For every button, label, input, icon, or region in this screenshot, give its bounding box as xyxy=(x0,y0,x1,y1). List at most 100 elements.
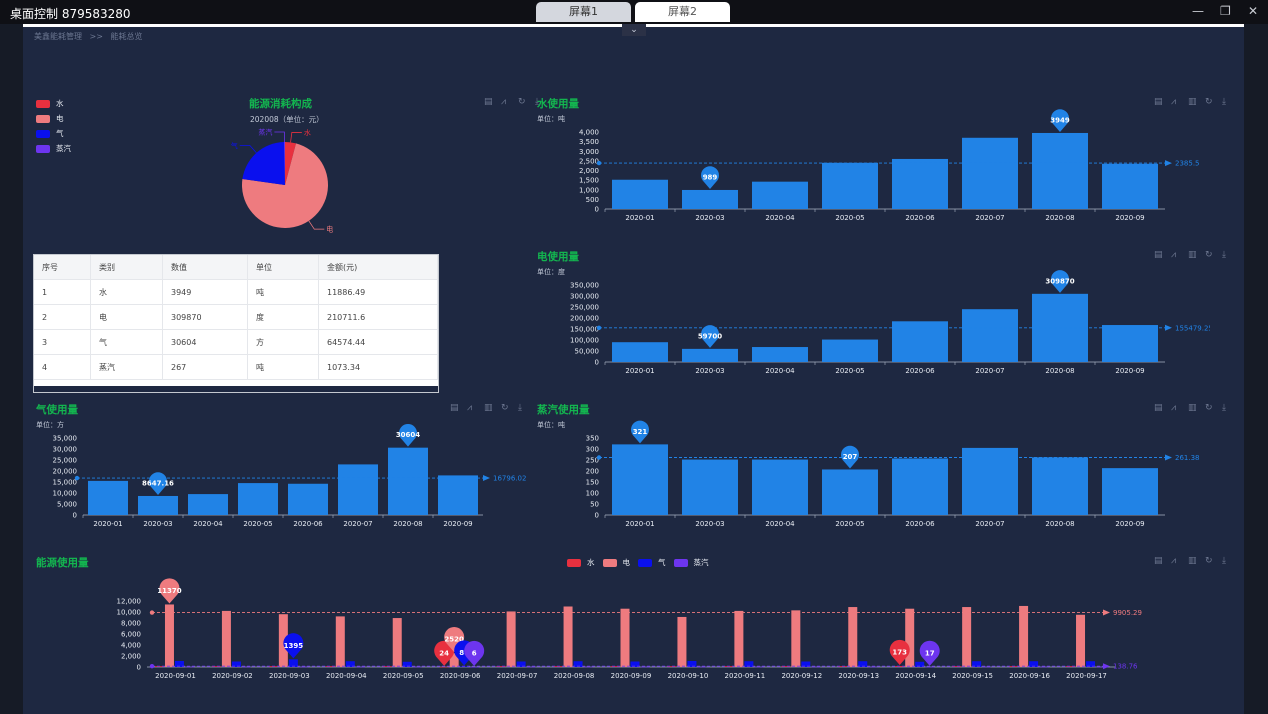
table-row[interactable]: 3 气 30604 方 64574.44 xyxy=(34,329,438,355)
line-chart-icon[interactable]: ⩘ xyxy=(1171,97,1183,107)
bar-water xyxy=(667,666,677,667)
electricity-chart-unit: 单位：度 xyxy=(537,268,565,276)
tab-screen-1[interactable]: 屏幕1 xyxy=(536,2,631,22)
table-cell: 吨 xyxy=(247,354,319,380)
minimize-icon[interactable]: — xyxy=(1192,4,1204,18)
refresh-icon[interactable]: ↻ xyxy=(1205,403,1219,413)
bar-chart-icon[interactable]: ▥ xyxy=(484,403,499,413)
breadcrumb-root[interactable]: 美鑫能耗管理 xyxy=(34,32,82,41)
download-icon[interactable]: ⤓ xyxy=(518,403,528,413)
maximize-icon[interactable]: ❐ xyxy=(1220,4,1231,18)
bar xyxy=(138,495,178,515)
y-tick-label: 250 xyxy=(586,457,599,465)
data-view-icon[interactable]: ▤ xyxy=(484,97,499,107)
table-cell: 气 xyxy=(90,329,163,355)
legend-item-water[interactable]: 水 xyxy=(36,96,71,111)
legend-item-gas[interactable]: 气 xyxy=(36,126,71,141)
y-tick-label: 0 xyxy=(137,664,141,672)
bar xyxy=(752,181,808,209)
column-header: 单位 xyxy=(247,255,319,280)
download-icon[interactable]: ⤓ xyxy=(535,97,545,107)
bar-electricity xyxy=(734,610,744,667)
legend-item-electricity[interactable]: 电 xyxy=(602,555,630,570)
bar-steam xyxy=(526,666,536,668)
refresh-icon[interactable]: ↻ xyxy=(501,403,515,413)
line-chart-icon[interactable]: ⩘ xyxy=(1171,250,1183,260)
download-icon[interactable]: ⤓ xyxy=(1222,403,1232,413)
x-tick-label: 2020-09 xyxy=(1115,214,1144,222)
bar-steam xyxy=(982,666,992,668)
electricity-chart-title: 电使用量 xyxy=(537,251,579,263)
x-tick-label: 2020-09-13 xyxy=(838,672,879,680)
marker-pin-label: 30604 xyxy=(396,431,420,439)
line-chart-icon[interactable]: ⩘ xyxy=(1171,556,1183,566)
marker-pin xyxy=(464,640,485,666)
refresh-icon[interactable]: ↻ xyxy=(518,97,532,107)
bar-chart-icon[interactable]: ▥ xyxy=(1188,556,1203,566)
pie-label-line xyxy=(274,131,285,143)
data-view-icon[interactable]: ▤ xyxy=(1154,97,1169,107)
marker-pin-label: 24 xyxy=(439,649,449,657)
average-line-arrow xyxy=(1165,454,1172,461)
column-header: 序号 xyxy=(34,255,91,280)
download-icon[interactable]: ⤓ xyxy=(1222,97,1232,107)
y-tick-label: 500 xyxy=(586,196,599,204)
x-tick-label: 2020-07 xyxy=(975,520,1004,528)
bar-electricity xyxy=(563,606,573,667)
refresh-icon[interactable]: ↻ xyxy=(1205,250,1219,260)
y-tick-label: 3,500 xyxy=(579,138,599,146)
bar xyxy=(388,447,428,515)
line-chart-icon[interactable]: ⩘ xyxy=(501,97,513,107)
data-view-icon[interactable]: ▤ xyxy=(1154,556,1169,566)
y-tick-label: 350 xyxy=(586,435,599,443)
legend-item-steam[interactable]: 蒸汽 xyxy=(673,555,709,570)
table-scrollbar[interactable] xyxy=(34,386,438,392)
legend-item-water[interactable]: 水 xyxy=(567,555,595,570)
legend-label: 电 xyxy=(56,114,64,123)
breadcrumb: 美鑫能耗管理 >> 能耗总览 xyxy=(34,31,143,42)
data-view-icon[interactable]: ▤ xyxy=(1154,403,1169,413)
refresh-icon[interactable]: ↻ xyxy=(1205,556,1219,566)
bar xyxy=(752,347,808,362)
average-line-arrow xyxy=(1165,324,1172,331)
table-row[interactable]: 1 水 3949 吨 11886.49 xyxy=(34,279,438,305)
y-tick-label: 0 xyxy=(595,512,599,520)
table-row[interactable]: 2 电 309870 度 210711.6 xyxy=(34,304,438,330)
line-chart-icon[interactable]: ⩘ xyxy=(1171,403,1183,413)
table-cell: 水 xyxy=(90,279,163,305)
legend-item-steam[interactable]: 蒸汽 xyxy=(36,141,71,156)
bar-chart-icon[interactable]: ▥ xyxy=(1188,403,1203,413)
average-line-arrow xyxy=(1165,160,1172,167)
window-title: 桌面控制 879583280 xyxy=(10,7,131,21)
x-tick-label: 2020-04 xyxy=(193,520,223,528)
x-tick-label: 2020-05 xyxy=(243,520,272,528)
y-tick-label: 0 xyxy=(595,359,599,367)
marker-pin xyxy=(841,445,859,469)
refresh-icon[interactable]: ↻ xyxy=(1205,97,1219,107)
bar-steam xyxy=(583,666,593,668)
close-icon[interactable]: ✕ xyxy=(1248,4,1259,18)
bar-chart-icon[interactable]: ▥ xyxy=(1188,97,1203,107)
bar-steam xyxy=(355,666,365,668)
download-icon[interactable]: ⤓ xyxy=(1222,250,1232,260)
tab-screen-2[interactable]: 屏幕2 xyxy=(635,2,730,22)
data-view-icon[interactable]: ▤ xyxy=(450,403,465,413)
x-tick-label: 2020-07 xyxy=(343,520,372,528)
bar-gas xyxy=(231,661,241,667)
marker-pin xyxy=(399,423,417,447)
table-row[interactable]: 4 蒸汽 267 吨 1073.34 xyxy=(34,354,438,380)
bar-chart-icon[interactable]: ▥ xyxy=(1188,250,1203,260)
x-tick-label: 2020-09 xyxy=(1115,367,1144,375)
legend-item-gas[interactable]: 气 xyxy=(638,555,666,570)
download-icon[interactable]: ⤓ xyxy=(1222,556,1232,566)
average-label: 16796.02 xyxy=(493,475,526,483)
chevron-down-icon[interactable]: ⌄ xyxy=(622,24,646,36)
x-tick-label: 2020-01 xyxy=(625,367,654,375)
bar-electricity xyxy=(506,611,516,667)
table-cell: 11886.49 xyxy=(318,279,438,305)
average-line-start xyxy=(149,610,155,615)
data-view-icon[interactable]: ▤ xyxy=(1154,250,1169,260)
legend-item-electricity[interactable]: 电 xyxy=(36,111,71,126)
bar xyxy=(1032,132,1088,209)
line-chart-icon[interactable]: ⩘ xyxy=(467,403,479,413)
